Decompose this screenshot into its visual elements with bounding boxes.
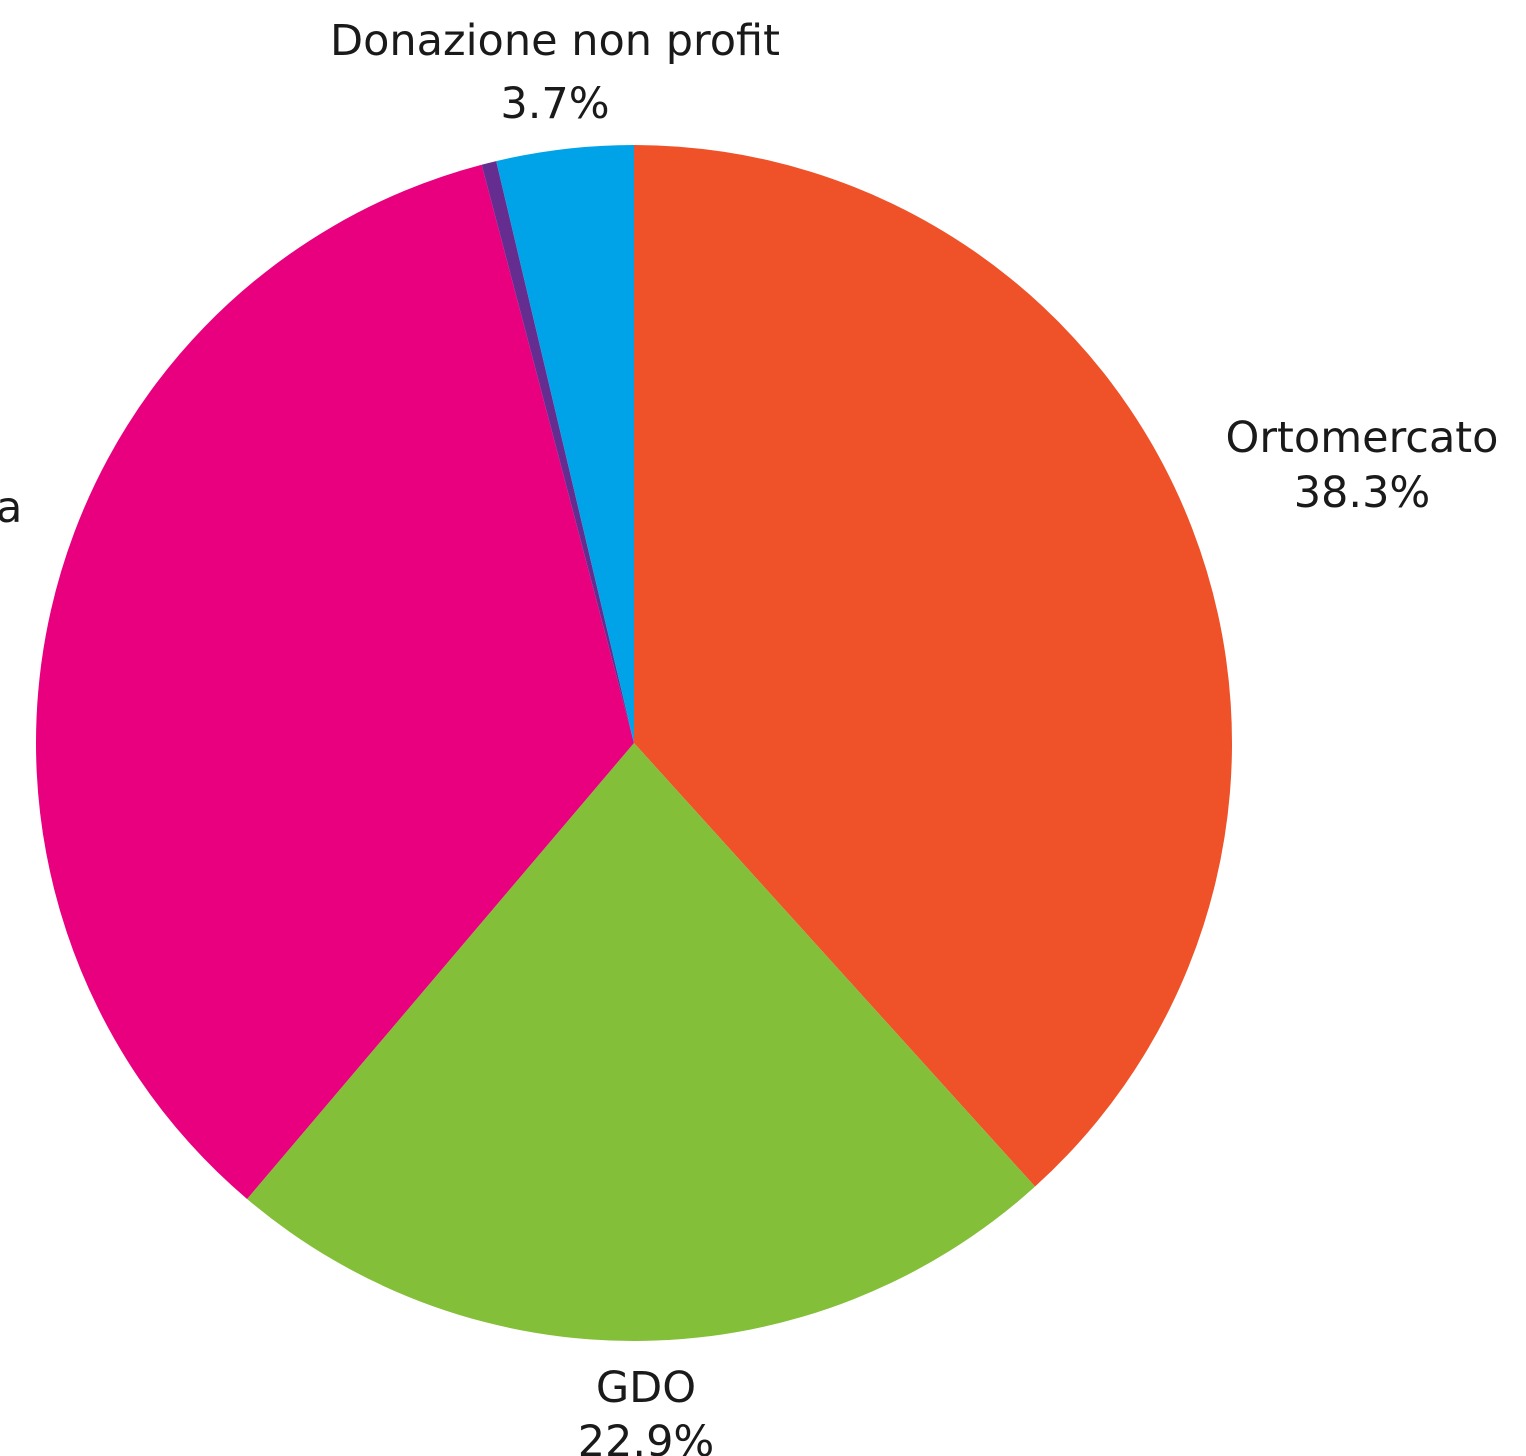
pie-labels: Ortomercato 38.3% GDO 22.9% a Donazione … [0,16,1498,1456]
slice-label-cropped-left: a [0,483,22,533]
pie-slice-slice-2 [35,164,634,1199]
pie-slice-donazione-non-profit [496,145,634,743]
pie-slice-gdo [247,743,1036,1341]
slice-label-donazione: Donazione non profit [330,16,780,66]
pie-slices [35,145,1232,1341]
slice-value-ortomercato: 38.3% [1294,468,1431,518]
slice-value-donazione: 3.7% [500,79,609,129]
pie-slice-slice-3 [481,161,634,744]
slice-label-gdo: GDO [596,1363,696,1413]
pie-slice-ortomercato [634,145,1232,1187]
slice-value-gdo: 22.9% [578,1417,715,1456]
slice-label-ortomercato: Ortomercato [1226,413,1499,463]
